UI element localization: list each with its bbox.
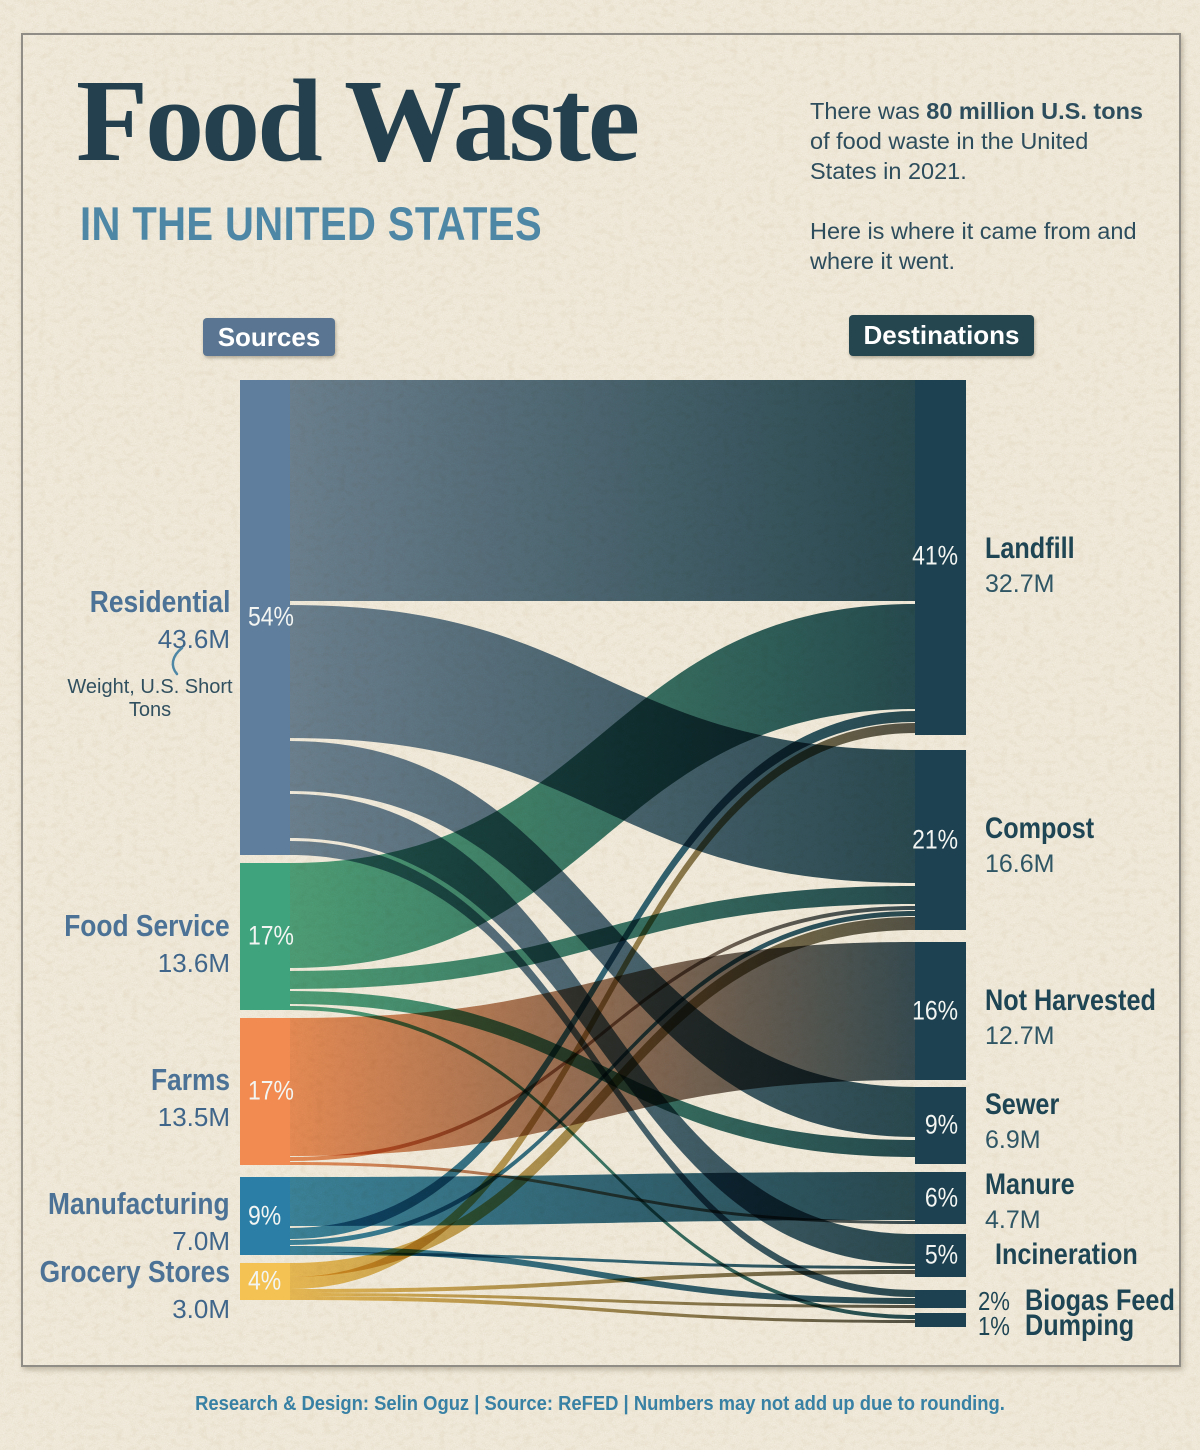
- flow-manufacturing-incineration: [290, 1252, 915, 1269]
- pct-farms: 17%: [248, 1075, 294, 1106]
- page-subtitle: IN THE UNITED STATES: [80, 197, 543, 250]
- sankey-nodes: [240, 380, 966, 1327]
- unit-note: Weight, U.S. Short Tons: [67, 676, 233, 721]
- flow-grocery-dumping: [290, 1296, 915, 1323]
- flow-farms-compost: [290, 906, 915, 1161]
- source-label-food-service: Food Service 13.6M: [64, 908, 230, 978]
- node-biogas-feed: [915, 1290, 966, 1308]
- node-manure: [915, 1172, 966, 1224]
- node-farms: [240, 1018, 290, 1165]
- sources-header-badge: Sources: [203, 318, 335, 356]
- node-sewer: [915, 1087, 966, 1164]
- page-title: Food Waste: [76, 55, 640, 186]
- pct-compost: 21%: [912, 824, 958, 855]
- intro-paragraph-2: Here is where it came from and where it …: [810, 218, 1137, 275]
- destination-label-compost: Compost 16.6M: [985, 812, 1095, 878]
- source-label-grocery-stores: Grocery Stores 3.0M: [39, 1254, 230, 1324]
- flow-food-service-dumping: [290, 1006, 915, 1319]
- intro-text: There was 80 million U.S. tons of food w…: [810, 96, 1160, 276]
- pct-biogas-feed: 2%: [978, 1286, 1010, 1316]
- source-label-residential: Residential 43.6M: [89, 584, 230, 654]
- flow-grocery-compost: [290, 917, 915, 1277]
- node-grocery-stores: [240, 1263, 290, 1300]
- flow-grocery-landfill: [290, 723, 915, 1289]
- destination-label-incineration: Incineration: [995, 1238, 1138, 1271]
- node-residential: [240, 380, 290, 855]
- pct-dumping: 1%: [978, 1311, 1010, 1341]
- source-label-manufacturing: Manufacturing 7.0M: [48, 1186, 230, 1256]
- destination-label-biogas-feed: 2% Biogas Feed: [978, 1284, 1175, 1317]
- flow-manufacturing-biogas-feed: [290, 1246, 915, 1304]
- flow-food-service-compost: [290, 886, 915, 989]
- node-dumping: [915, 1313, 966, 1327]
- flow-grocery-biogas-feed: [290, 1293, 915, 1308]
- flow-farms-manure: [290, 1162, 915, 1224]
- source-label-farms: Farms 13.5M: [150, 1062, 230, 1132]
- destination-label-dumping: 1% Dumping: [978, 1309, 1134, 1342]
- flow-grocery-incineration: [290, 1270, 915, 1293]
- flow-residential-biogas-feed: [290, 841, 915, 1297]
- pct-sewer: 9%: [924, 1109, 958, 1140]
- node-compost: [915, 750, 966, 930]
- flow-residential-incineration: [290, 794, 915, 1264]
- node-food-service: [240, 863, 290, 1010]
- pct-grocery-stores: 4%: [248, 1265, 282, 1296]
- destination-label-manure: Manure 4.7M: [985, 1168, 1075, 1234]
- unit-note-curve: [171, 646, 184, 676]
- pct-incineration: 5%: [924, 1239, 958, 1270]
- intro-paragraph-1: There was 80 million U.S. tons of food w…: [810, 98, 1144, 185]
- node-manufacturing: [240, 1177, 290, 1255]
- pct-landfill: 41%: [912, 540, 958, 571]
- pct-manure: 6%: [924, 1182, 958, 1213]
- flow-manufacturing-landfill: [290, 711, 915, 1239]
- destination-label-sewer: Sewer 6.9M: [985, 1088, 1060, 1154]
- footer-credits: Research & Design: Selin Oguz | Source: …: [195, 1393, 1005, 1415]
- sankey-flows: [290, 380, 915, 1323]
- pct-food-service: 17%: [248, 920, 294, 951]
- destination-label-not-harvested: Not Harvested 12.7M: [985, 984, 1156, 1050]
- page-border-frame: [21, 33, 1181, 1367]
- pct-residential: 54%: [248, 601, 294, 632]
- intro-bold-total: 80 million U.S. tons: [926, 98, 1144, 124]
- node-landfill: [915, 380, 966, 735]
- node-not-harvested: [915, 942, 966, 1080]
- node-incineration: [915, 1234, 966, 1277]
- destination-label-landfill: Landfill 32.7M: [985, 532, 1075, 598]
- pct-not-harvested: 16%: [912, 995, 958, 1026]
- flow-residential-landfill: [290, 380, 915, 601]
- destinations-header-badge: Destinations: [849, 315, 1034, 356]
- pct-manufacturing: 9%: [248, 1200, 282, 1231]
